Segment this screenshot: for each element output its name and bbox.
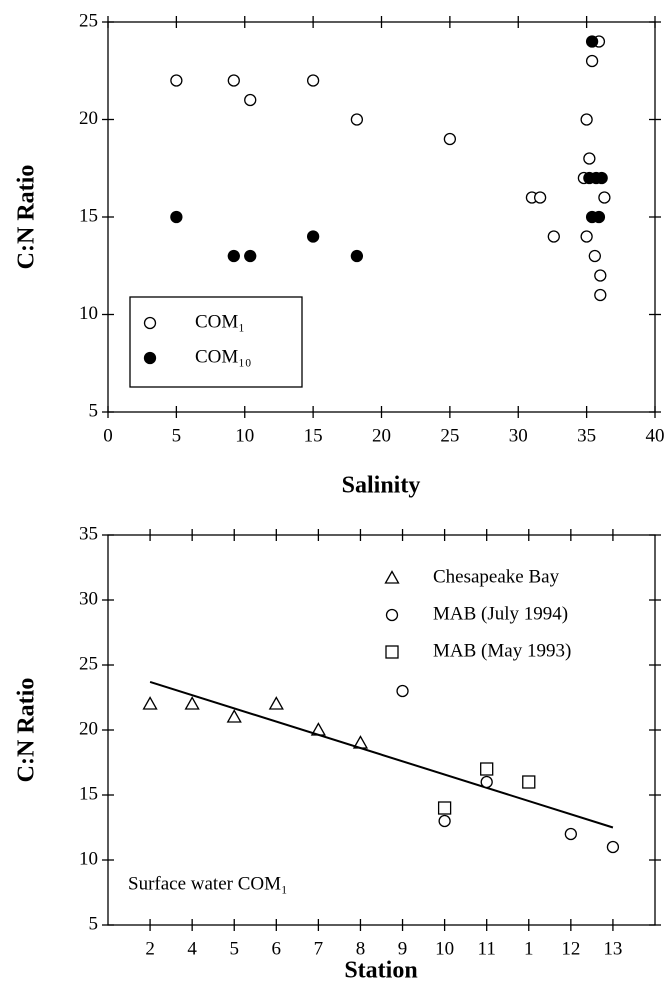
data-point [310,722,326,736]
data-point [396,684,409,698]
data-point [227,249,240,263]
x-axis-label: Salinity [342,473,421,499]
legend-label: COM₁ [195,311,245,332]
x-axis-label: Station [344,958,417,984]
y-tick-label: 5 [89,400,99,421]
data-point [480,775,493,789]
x-tick-label: 40 [646,425,665,446]
data-point [595,171,608,185]
data-point [306,230,320,243]
x-tick-label: 0 [103,425,113,446]
plot-frame [107,21,656,413]
y-tick-label: 35 [79,523,98,544]
data-point [594,269,607,282]
data-point [352,735,369,749]
data-point [227,74,240,87]
legend-label: MAB (July 1994) [433,603,568,624]
data-point [184,696,200,710]
y-axis-label: C:N Ratio [14,678,40,783]
data-point [350,113,364,126]
data-point [606,840,620,854]
y-tick-label: 5 [89,913,99,934]
x-tick-label: 10 [435,938,454,959]
data-point [443,132,457,146]
data-point [226,709,242,723]
data-point [594,288,607,302]
x-tick-label: 10 [235,425,254,446]
x-tick-label: 9 [398,938,408,959]
data-point [580,113,593,126]
data-point [585,35,599,48]
legend-marker [385,645,399,659]
legend-marker [143,316,157,330]
y-tick-label: 30 [79,588,98,609]
data-point [437,801,452,815]
x-tick-label: 30 [509,425,528,446]
data-point [244,249,257,263]
x-tick-label: 5 [172,425,182,446]
legend-label: MAB (May 1993) [433,640,571,661]
y-tick-label: 10 [79,303,98,324]
y-tick-label: 20 [79,718,98,739]
data-point [170,74,183,87]
legend-marker [385,608,399,622]
x-tick-label: 1 [524,938,534,959]
data-point [438,814,451,828]
x-tick-label: 7 [314,938,324,959]
x-tick-label: 20 [372,425,391,446]
data-point [564,827,577,841]
x-tick-label: 25 [440,425,459,446]
data-point [592,210,606,224]
x-tick-label: 5 [229,938,239,959]
data-point [306,74,320,87]
data-point [268,696,284,710]
data-point [547,230,560,243]
x-tick-label: 6 [272,938,282,959]
data-point [170,210,183,224]
y-tick-label: 15 [79,783,98,804]
plot-frame [107,534,656,926]
x-tick-label: 12 [561,938,580,959]
y-axis-label: C:N Ratio [14,165,40,270]
data-point [244,93,257,107]
y-tick-label: 15 [79,205,98,226]
data-point [533,191,547,204]
legend-marker [143,351,157,365]
x-tick-label: 13 [603,938,622,959]
y-tick-label: 10 [79,848,98,869]
data-point [583,152,596,165]
y-tick-label: 25 [79,10,98,31]
legend-label: Chesapeake Bay [433,566,560,587]
x-tick-label: 2 [145,938,155,959]
data-point [580,230,593,243]
data-point [480,762,494,776]
x-tick-label: 15 [304,425,323,446]
x-tick-label: 11 [478,938,496,959]
x-tick-label: 4 [187,938,197,959]
legend-box [129,296,303,388]
data-point [588,249,601,263]
annotation: Surface water COM₁ [128,873,288,894]
data-point [142,696,158,710]
trend-line [149,680,614,829]
data-point [585,54,599,68]
y-tick-label: 25 [79,653,98,674]
legend-marker [384,570,400,584]
x-tick-label: 8 [356,938,366,959]
data-point [350,249,364,263]
legend-label: COM₁₀ [195,346,252,367]
data-point [522,775,536,789]
y-tick-label: 20 [79,108,98,129]
x-tick-label: 35 [577,425,596,446]
data-point [598,191,611,204]
